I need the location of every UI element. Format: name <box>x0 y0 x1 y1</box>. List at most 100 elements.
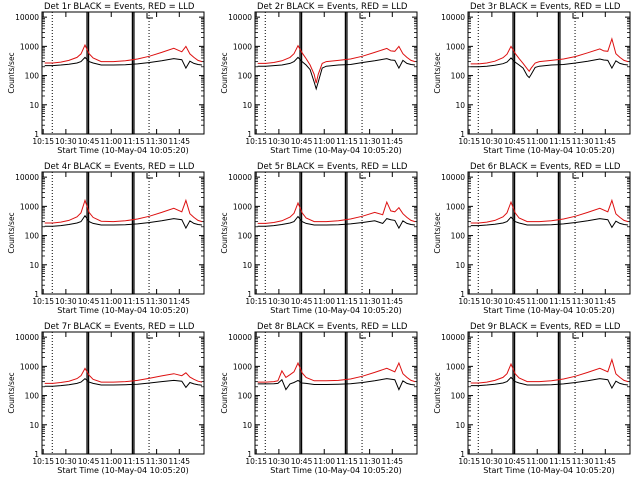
y-tick-label: 10000 <box>228 333 252 342</box>
x-tick-label: 10:15 <box>32 297 54 306</box>
x-tick-label: 10:15 <box>458 457 480 466</box>
lld-series-line <box>257 200 416 224</box>
x-tick-label: 11:15 <box>336 297 358 306</box>
x-tick-label: 10:15 <box>458 297 480 306</box>
x-tick-label: 11:45 <box>381 457 403 466</box>
x-tick-label: 11:15 <box>336 457 358 466</box>
attenuator-marker <box>572 333 580 339</box>
x-tick-label: 10:30 <box>55 137 77 146</box>
attenuator-marker <box>146 173 154 179</box>
y-tick-label: 1 <box>247 130 252 139</box>
y-tick-label: 10000 <box>228 173 252 182</box>
x-tick-label: 10:45 <box>504 297 526 306</box>
x-tick-label: 11:00 <box>313 457 335 466</box>
plot-frame <box>41 171 205 295</box>
attenuator-marker <box>359 13 367 19</box>
y-tick-label: 1000 <box>446 42 465 51</box>
x-tick-label: 11:15 <box>123 137 145 146</box>
x-tick-label: 11:30 <box>146 137 168 146</box>
y-tick-label: 1000 <box>446 202 465 211</box>
x-tick-label: 10:30 <box>481 457 503 466</box>
x-tick-label: 11:15 <box>549 297 571 306</box>
y-axis-label: Counts/sec <box>220 372 229 413</box>
x-tick-label: 11:45 <box>594 457 616 466</box>
x-tick-label: 10:15 <box>458 137 480 146</box>
y-tick-label: 10 <box>242 421 252 430</box>
attenuator-marker <box>359 333 367 339</box>
y-tick-label: 100 <box>238 232 253 241</box>
x-axis-label: Start Time (10-May-04 10:05:20) <box>57 466 188 475</box>
y-tick-label: 100 <box>25 392 40 401</box>
y-tick-label: 1 <box>460 290 465 299</box>
x-tick-label: 11:30 <box>572 457 594 466</box>
panel-det-6: Det 6r BLACK = Events, RED = LLD 1 10 100 10… <box>433 162 631 315</box>
attenuator-marker <box>359 173 367 179</box>
y-tick-label: 100 <box>451 72 466 81</box>
attenuator-marker <box>572 173 580 179</box>
x-tick-label: 11:45 <box>168 297 190 306</box>
x-axis-label: Start Time (10-May-04 10:05:20) <box>57 306 188 315</box>
panel-det-2: Det 2r BLACK = Events, RED = LLD 1 10 100 10… <box>220 2 418 155</box>
events-series-line <box>257 215 416 230</box>
x-tick-label: 10:45 <box>291 137 313 146</box>
x-tick-label: 11:15 <box>336 137 358 146</box>
x-axis-label: Start Time (10-May-04 10:05:20) <box>270 306 401 315</box>
x-tick-label: 11:30 <box>572 297 594 306</box>
y-tick-label: 10 <box>29 261 39 270</box>
x-tick-label: 10:30 <box>268 137 290 146</box>
x-tick-label: 11:45 <box>381 137 403 146</box>
x-tick-label: 10:30 <box>268 457 290 466</box>
lld-series-line <box>470 37 629 73</box>
y-tick-label: 1000 <box>233 202 252 211</box>
lld-series-line <box>470 357 629 384</box>
panel-title: Det 5r BLACK = Events, RED = LLD <box>257 162 408 172</box>
x-tick-label: 10:45 <box>504 457 526 466</box>
y-tick-label: 10 <box>29 421 39 430</box>
lld-series-line <box>470 198 629 224</box>
x-tick-label: 11:15 <box>549 137 571 146</box>
panel-det-5: Det 5r BLACK = Events, RED = LLD 1 10 100 10… <box>220 162 418 315</box>
x-axis-label: Start Time (10-May-04 10:05:20) <box>483 466 614 475</box>
events-series-line <box>470 216 629 229</box>
plot-frame <box>254 11 418 135</box>
x-tick-label: 11:15 <box>549 457 571 466</box>
x-tick-label: 11:15 <box>123 297 145 306</box>
y-tick-label: 1000 <box>446 362 465 371</box>
x-tick-label: 10:30 <box>268 297 290 306</box>
x-tick-label: 11:00 <box>526 297 548 306</box>
y-tick-label: 10 <box>29 101 39 110</box>
x-tick-label: 10:30 <box>481 137 503 146</box>
y-tick-label: 1000 <box>233 362 252 371</box>
y-axis-label: Counts/sec <box>433 52 442 93</box>
plot-frame <box>254 331 418 455</box>
panel-det-1: Det 1r BLACK = Events, RED = LLD 1 10 100 10… <box>7 2 205 155</box>
x-tick-label: 11:30 <box>146 297 168 306</box>
x-tick-label: 11:00 <box>526 137 548 146</box>
panel-title: Det 6r BLACK = Events, RED = LLD <box>470 162 621 172</box>
x-tick-label: 10:45 <box>78 297 100 306</box>
panel-title: Det 7r BLACK = Events, RED = LLD <box>44 322 195 332</box>
lld-series-line <box>257 361 416 383</box>
x-axis-label: Start Time (10-May-04 10:05:20) <box>483 306 614 315</box>
x-tick-label: 10:15 <box>245 137 267 146</box>
x-tick-label: 11:45 <box>594 297 616 306</box>
y-tick-label: 1 <box>34 290 39 299</box>
x-tick-label: 11:30 <box>359 457 381 466</box>
events-series-line <box>44 377 203 389</box>
plot-frame <box>467 171 631 295</box>
x-tick-label: 11:45 <box>168 137 190 146</box>
panel-title: Det 3r BLACK = Events, RED = LLD <box>470 2 621 12</box>
y-tick-label: 10 <box>242 101 252 110</box>
x-tick-label: 10:30 <box>481 297 503 306</box>
x-axis-label: Start Time (10-May-04 10:05:20) <box>270 466 401 475</box>
plot-frame <box>41 331 205 455</box>
x-tick-label: 11:45 <box>381 297 403 306</box>
x-tick-label: 10:15 <box>32 457 54 466</box>
lld-series-line <box>257 44 416 84</box>
x-tick-label: 11:00 <box>100 137 122 146</box>
lld-series-line <box>44 198 203 224</box>
y-axis-label: Counts/sec <box>433 212 442 253</box>
y-tick-label: 10000 <box>441 333 465 342</box>
x-tick-label: 11:15 <box>123 457 145 466</box>
events-series-line <box>44 214 203 230</box>
